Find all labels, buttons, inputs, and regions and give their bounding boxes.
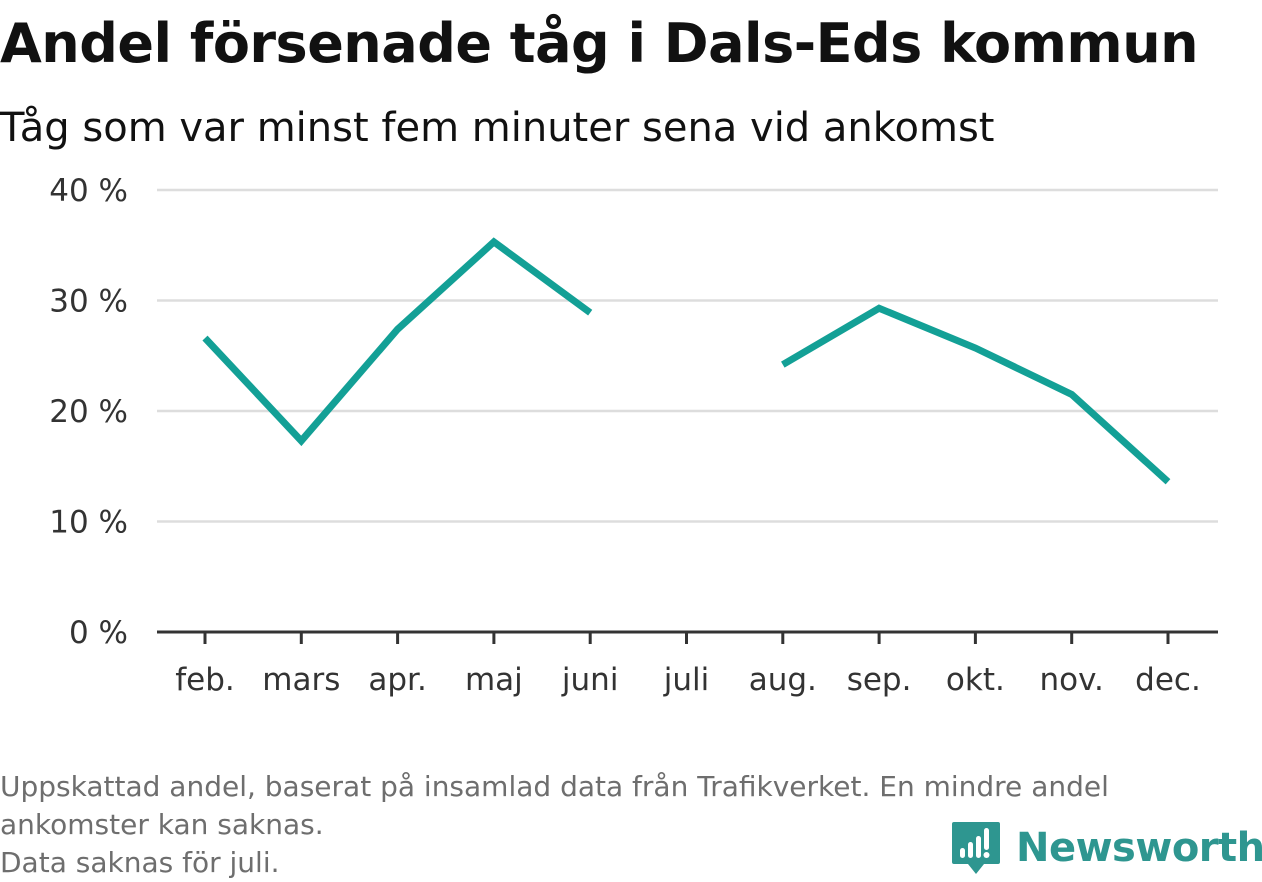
grid-lines [157, 188, 1218, 523]
footnote-line-2: ankomster kan saknas. [0, 808, 324, 841]
x-axis [157, 630, 1218, 644]
y-tick-label: 30 % [49, 284, 128, 320]
x-tick-label: sep. [847, 662, 912, 698]
footnote-line-3: Data saknas för juli. [0, 846, 280, 879]
brand-name: Newsworthy [1016, 825, 1262, 871]
x-tick-label: juni [561, 662, 619, 698]
y-axis-labels: 0 % 10 % 20 % 30 % 40 % [49, 173, 128, 651]
footnote: Uppskattad andel, baserat på insamlad da… [0, 768, 1262, 882]
y-tick-label: 10 % [49, 505, 128, 541]
x-axis-labels: feb. mars apr. maj juni juli aug. sep. okt. nov. d… [175, 662, 1201, 698]
chart-title: Andel försenade tåg i Dals-Eds kommun [0, 12, 1199, 75]
series-line-segment [202, 237, 593, 447]
y-tick-label: 0 % [69, 615, 128, 651]
y-tick-label: 20 % [49, 394, 128, 430]
x-tick-label: aug. [749, 662, 817, 698]
x-tick-label: okt. [946, 662, 1005, 698]
x-tick-label: mars [262, 662, 340, 698]
newsworthy-logo-icon [952, 822, 1000, 874]
x-tick-label: nov. [1039, 662, 1103, 698]
x-tick-label: juli [663, 662, 710, 698]
footnote-line-1: Uppskattad andel, baserat på insamlad da… [0, 770, 1109, 803]
x-tick-label: maj [465, 662, 523, 698]
series-line-segment [781, 304, 1171, 485]
series-lines [202, 237, 1171, 485]
brand-logo: Newsworthy [950, 818, 1262, 878]
y-tick-label: 40 % [49, 173, 128, 209]
x-tick-label: feb. [175, 662, 235, 698]
x-tick-label: dec. [1135, 662, 1201, 698]
chart-subtitle: Tåg som var minst fem minuter sena vid a… [0, 105, 995, 151]
x-tick-label: apr. [368, 662, 426, 698]
